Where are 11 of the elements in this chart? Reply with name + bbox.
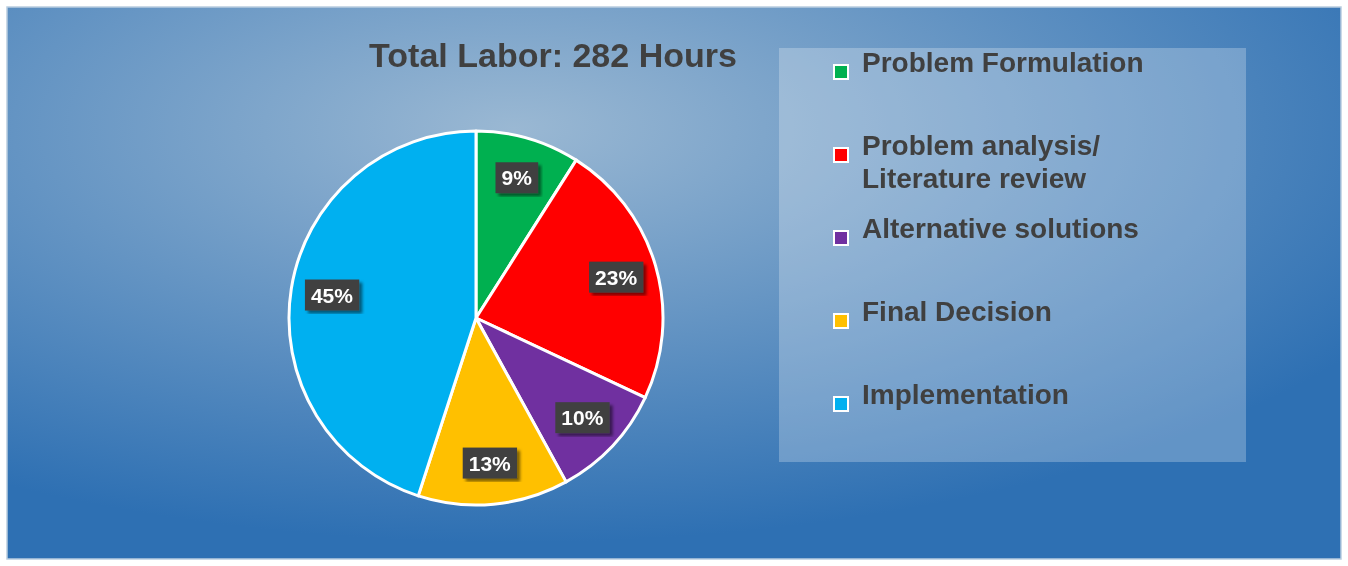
data-label: 45%	[310, 283, 354, 307]
legend-label: Implementation	[862, 379, 1069, 410]
legend-label: Problem analysis/ Literature review	[862, 130, 1101, 195]
data-label: 10%	[561, 406, 604, 430]
data-label: 9%	[501, 166, 533, 190]
legend-label: Final Decision	[862, 296, 1052, 327]
legend-label: Problem Formulation	[862, 47, 1144, 78]
chart-title: Total Labor: 282 Hours	[369, 36, 737, 74]
legend-label: Alternative solutions	[862, 213, 1139, 244]
data-label: 13%	[468, 451, 512, 475]
data-label: 23%	[595, 265, 638, 289]
